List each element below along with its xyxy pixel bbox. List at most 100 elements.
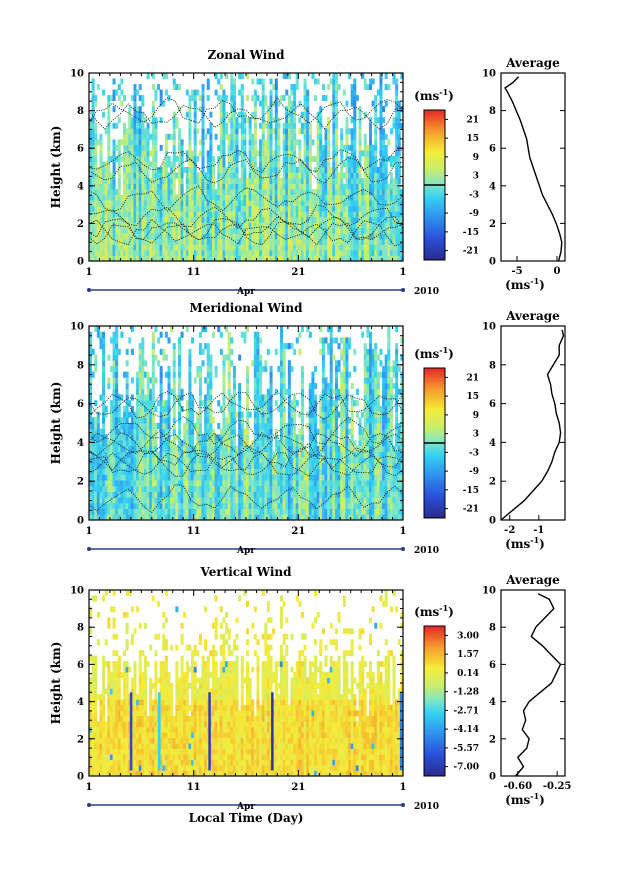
heatmap-cell: [355, 255, 359, 262]
heatmap-cell: [274, 183, 278, 190]
heatmap-cell: [120, 331, 124, 338]
heatmap-cell: [334, 222, 338, 229]
heatmap-cell: [112, 139, 116, 146]
heatmap-cell: [89, 423, 93, 430]
heatmap-cell: [191, 150, 195, 157]
heatmap-cell: [188, 377, 192, 384]
heatmap-cell: [128, 497, 132, 504]
heatmap-cell: [91, 502, 95, 509]
heatmap-cell: [350, 89, 354, 96]
heatmap-cell: [282, 194, 286, 201]
heatmap-cell: [146, 411, 150, 418]
heatmap-cell: [321, 216, 325, 223]
heatmap-cell: [107, 445, 111, 452]
heatmap-cell: [358, 155, 362, 162]
heatmap-cell: [217, 161, 221, 168]
heatmap-cell: [327, 172, 331, 179]
heatmap-cell: [96, 468, 100, 475]
heatmap-cell: [400, 200, 404, 207]
heatmap-cell: [248, 497, 252, 504]
heatmap-cell: [117, 189, 121, 196]
heatmap-cell: [120, 480, 124, 487]
heatmap-cell: [345, 227, 349, 234]
heatmap-cell: [217, 200, 221, 207]
heatmap-cell: [264, 189, 268, 196]
heatmap-cell: [277, 205, 281, 212]
heatmap-cell: [191, 89, 195, 96]
heatmap-cell: [243, 497, 247, 504]
heatmap-cell: [146, 394, 150, 401]
heatmap-cell: [91, 227, 95, 234]
heatmap-cell: [177, 150, 181, 157]
heatmap-cell: [368, 172, 372, 179]
heatmap-cell: [136, 167, 140, 173]
heatmap-cell: [177, 139, 181, 146]
heatmap-cell: [211, 417, 215, 424]
heatmap-cell: [240, 255, 244, 262]
heatmap-cell: [395, 183, 399, 190]
heatmap-cell: [287, 167, 291, 173]
heatmap-cell: [206, 400, 210, 407]
heatmap-cell: [141, 423, 145, 430]
heatmap-cell: [201, 200, 205, 207]
heatmap-cell: [232, 161, 236, 168]
heatmap-cell: [334, 139, 338, 146]
heatmap-cell: [240, 183, 244, 190]
heatmap-cell: [201, 139, 205, 146]
heatmap-cell: [117, 508, 121, 515]
heatmap-cell: [170, 491, 174, 498]
heatmap-cell: [327, 222, 331, 229]
heatmap-cell: [167, 183, 171, 190]
heatmap-cell: [201, 117, 205, 124]
heatmap-cell: [298, 233, 302, 240]
heatmap-cell: [240, 508, 244, 515]
heatmap-cell: [259, 423, 263, 430]
heatmap-cell: [123, 205, 127, 212]
heatmap-cell: [287, 172, 291, 179]
heatmap-cell: [209, 451, 213, 458]
heatmap-cell: [316, 249, 320, 256]
heatmap-cell: [253, 434, 257, 441]
heatmap-cell: [99, 331, 103, 338]
heatmap-cell: [274, 233, 278, 240]
heatmap-cell: [94, 474, 98, 481]
heatmap-cell: [230, 348, 234, 355]
heatmap-cell: [198, 343, 202, 350]
heatmap-cell: [94, 139, 98, 146]
heatmap-cell: [109, 445, 113, 452]
heatmap-cell: [183, 249, 187, 256]
heatmap-cell: [321, 249, 325, 256]
heatmap-cell: [259, 244, 263, 251]
heatmap-cell: [395, 167, 399, 173]
heatmap-cell: [300, 200, 304, 207]
heatmap-cell: [246, 457, 250, 464]
heatmap-cell: [298, 144, 302, 151]
heatmap-cell: [109, 502, 113, 509]
heatmap-cell: [376, 205, 380, 212]
heatmap-cell: [157, 462, 161, 470]
heatmap-cell: [280, 348, 284, 355]
heatmap-cell: [162, 189, 166, 196]
heatmap-cell: [196, 365, 200, 373]
heatmap-cell: [384, 172, 388, 179]
heatmap-cell: [219, 491, 223, 498]
heatmap-cell: [230, 78, 234, 85]
heatmap-cell: [235, 255, 239, 262]
heatmap-cell: [225, 238, 229, 245]
heatmap-cell: [259, 457, 263, 464]
heatmap-cell: [316, 205, 320, 212]
heatmap-cell: [235, 178, 239, 184]
heatmap-cell: [238, 183, 242, 190]
heatmap-cell: [355, 95, 359, 102]
heatmap-cell: [282, 457, 286, 464]
heatmap-cell: [246, 440, 250, 447]
heatmap-cell: [201, 360, 205, 367]
heatmap-cell: [298, 244, 302, 251]
heatmap-cell: [185, 222, 189, 229]
heatmap-cell: [303, 205, 307, 212]
heatmap-cell: [143, 480, 147, 487]
heatmap-cell: [248, 445, 252, 452]
heatmap-cell: [266, 445, 270, 452]
heatmap-cell: [193, 377, 197, 384]
heatmap-cell: [143, 502, 147, 509]
